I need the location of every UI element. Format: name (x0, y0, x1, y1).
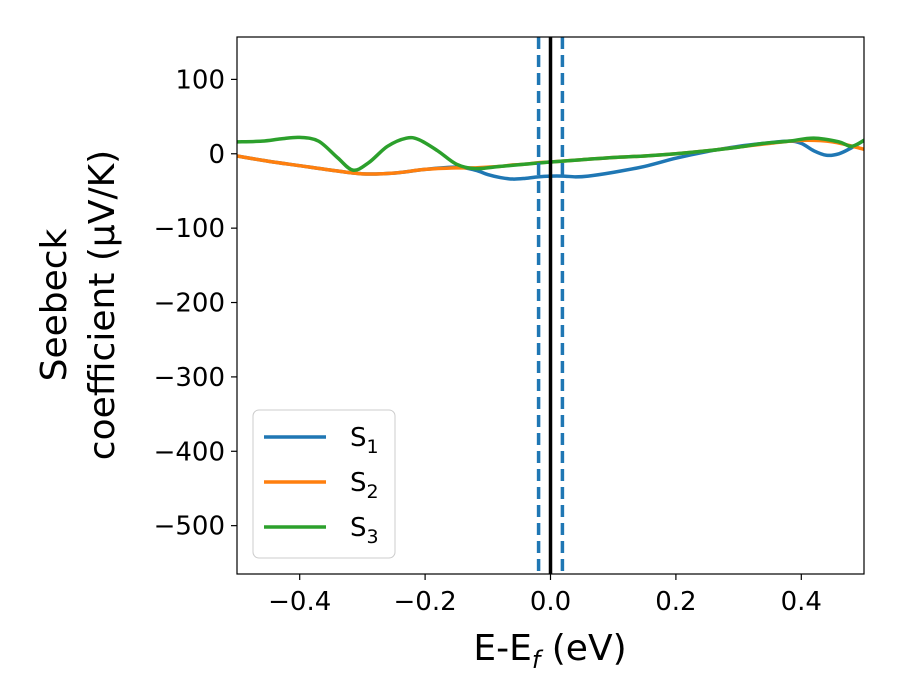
x-axis-label-unit: (eV) (540, 628, 626, 669)
x-axis-label: E-Ef (eV) (473, 628, 626, 674)
legend-label-s2: S2 (350, 468, 379, 503)
x-axis-ticks: −0.4 −0.2 0.0 0.2 0.4 (268, 574, 822, 617)
y-tick-label: −500 (154, 512, 225, 542)
y-tick-label: 0 (208, 140, 225, 170)
x-tick-label: 0.2 (655, 587, 696, 617)
y-tick-label: −400 (154, 437, 225, 467)
y-tick-label: −300 (154, 363, 225, 393)
x-tick-label: 0.4 (781, 587, 822, 617)
x-tick-label: 0.0 (530, 587, 571, 617)
x-tick-label: −0.2 (394, 587, 457, 617)
series-layer (237, 135, 864, 181)
legend: S1 S2 S3 (252, 409, 396, 559)
legend-label-s3: S3 (350, 513, 379, 548)
y-axis-label-line1: Seebeck (34, 228, 75, 381)
y-tick-label: −100 (154, 214, 225, 244)
y-axis-label-line2: coefficient (μV/K) (82, 150, 123, 460)
legend-box (252, 409, 396, 559)
y-tick-label: 100 (175, 65, 225, 95)
reference-lines (536, 37, 565, 574)
legend-label-s1: S1 (350, 423, 379, 458)
x-tick-label: −0.4 (268, 587, 331, 617)
x-axis-label-main: E-E (473, 628, 531, 669)
series-line-s3 (237, 135, 864, 172)
y-axis-ticks: 100 0 −100 −200 −300 −400 −500 (154, 65, 237, 542)
y-tick-label: −200 (154, 289, 225, 319)
